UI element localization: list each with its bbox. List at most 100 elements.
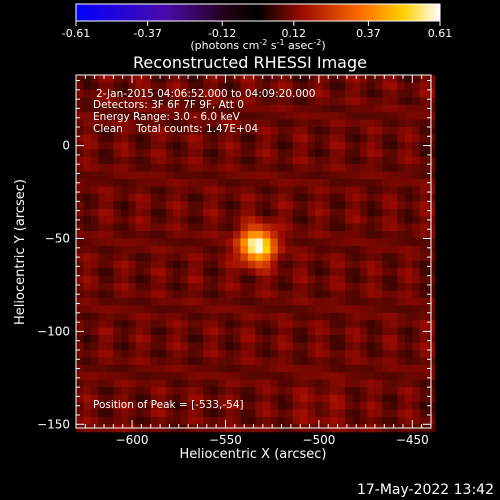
heatmap-cell [345,223,354,232]
heatmap-cell [247,216,256,225]
heatmap-cell [76,208,85,217]
heatmap-cell [120,201,129,210]
heatmap-cell [300,409,309,418]
heatmap-cell [352,357,361,366]
heatmap-cell [195,119,204,128]
heatmap-cell [83,179,92,188]
heatmap-cell [389,245,398,254]
heatmap-cell [165,75,174,84]
heatmap-cell [225,186,234,195]
heatmap-cell [389,223,398,232]
heatmap-cell [83,305,92,314]
heatmap-cell [292,238,301,247]
heatmap-cell [255,335,264,344]
heatmap-cell [404,82,413,91]
heatmap-cell [83,364,92,373]
heatmap-cell [165,253,174,262]
heatmap-cell [150,327,159,336]
heatmap-cell [150,75,159,84]
heatmap-cell [135,208,144,217]
heatmap-cell [292,312,301,321]
heatmap-cell [203,141,212,150]
heatmap-cell [225,364,234,373]
heatmap-cell [345,260,354,269]
heatmap-cell [210,349,219,358]
heatmap-cell [113,149,122,158]
heatmap-cell [232,268,242,277]
heatmap-cell [240,171,249,180]
heatmap-cell [113,327,122,336]
heatmap-cell [158,179,167,188]
heatmap-cell [270,268,279,277]
heatmap-cell [150,82,159,91]
heatmap-cell [188,394,197,403]
heatmap-cell [203,275,212,284]
heatmap-cell [135,112,144,121]
heatmap-cell [345,193,354,202]
heatmap-cell [360,394,369,403]
heatmap-cell [128,260,137,269]
heatmap-cell [120,335,129,344]
heatmap-cell [143,127,152,136]
heatmap-cell [210,357,219,366]
heatmap-cell [270,201,279,210]
heatmap-cell [210,201,219,210]
heatmap-cell [150,201,159,210]
heatmap-cell [128,357,137,366]
heatmap-cell [382,312,391,321]
heatmap-cell [389,186,398,195]
heatmap-cell [292,268,301,277]
heatmap-cell [150,171,159,180]
heatmap-cell [360,297,369,306]
heatmap-cell [113,335,122,344]
heatmap-cell [76,312,85,321]
heatmap-cell [262,164,271,173]
heatmap-cell [240,186,249,195]
heatmap-cell [90,409,100,418]
heatmap-cell [300,320,309,329]
heatmap-cell [173,260,182,269]
heatmap-cell [120,193,129,202]
heatmap-cell [352,119,361,128]
heatmap-cell [300,349,309,358]
heatmap-cell [419,372,428,381]
heatmap-cell [180,401,189,411]
heatmap-cell [105,290,114,299]
heatmap-cell [389,357,398,366]
heatmap-cell [173,156,182,165]
heatmap-cell [247,238,256,247]
heatmap-cell [195,245,204,254]
heatmap-cell [367,104,376,113]
heatmap-cell [150,312,159,321]
heatmap-cell [397,164,406,173]
heatmap-cell [374,193,384,202]
heatmap-cell [345,290,354,299]
heatmap-cell [195,372,204,381]
heatmap-cell [232,260,242,269]
heatmap-cell [83,231,92,240]
heatmap-cell [345,320,354,329]
heatmap-cell [120,238,129,247]
heatmap-cell [277,253,286,262]
heatmap-cell [352,179,361,188]
heatmap-cell [352,201,361,210]
heatmap-cell [322,283,331,292]
heatmap-cell [337,387,346,396]
heatmap-cell [270,342,279,351]
heatmap-cell [203,82,212,91]
heatmap-cell [158,253,167,262]
heatmap-cell [240,364,249,373]
heatmap-cell [374,223,384,232]
heatmap-cell [352,305,361,314]
heatmap-cell [188,409,197,418]
heatmap-cell [76,357,85,366]
heatmap-cell [262,179,271,188]
heatmap-cell [188,75,197,84]
heatmap-cell [412,342,421,351]
heatmap-cell [225,253,234,262]
heatmap-cell [90,290,100,299]
heatmap-cell [218,379,227,388]
heatmap-cell [195,290,204,299]
heatmap-cell [307,305,316,314]
